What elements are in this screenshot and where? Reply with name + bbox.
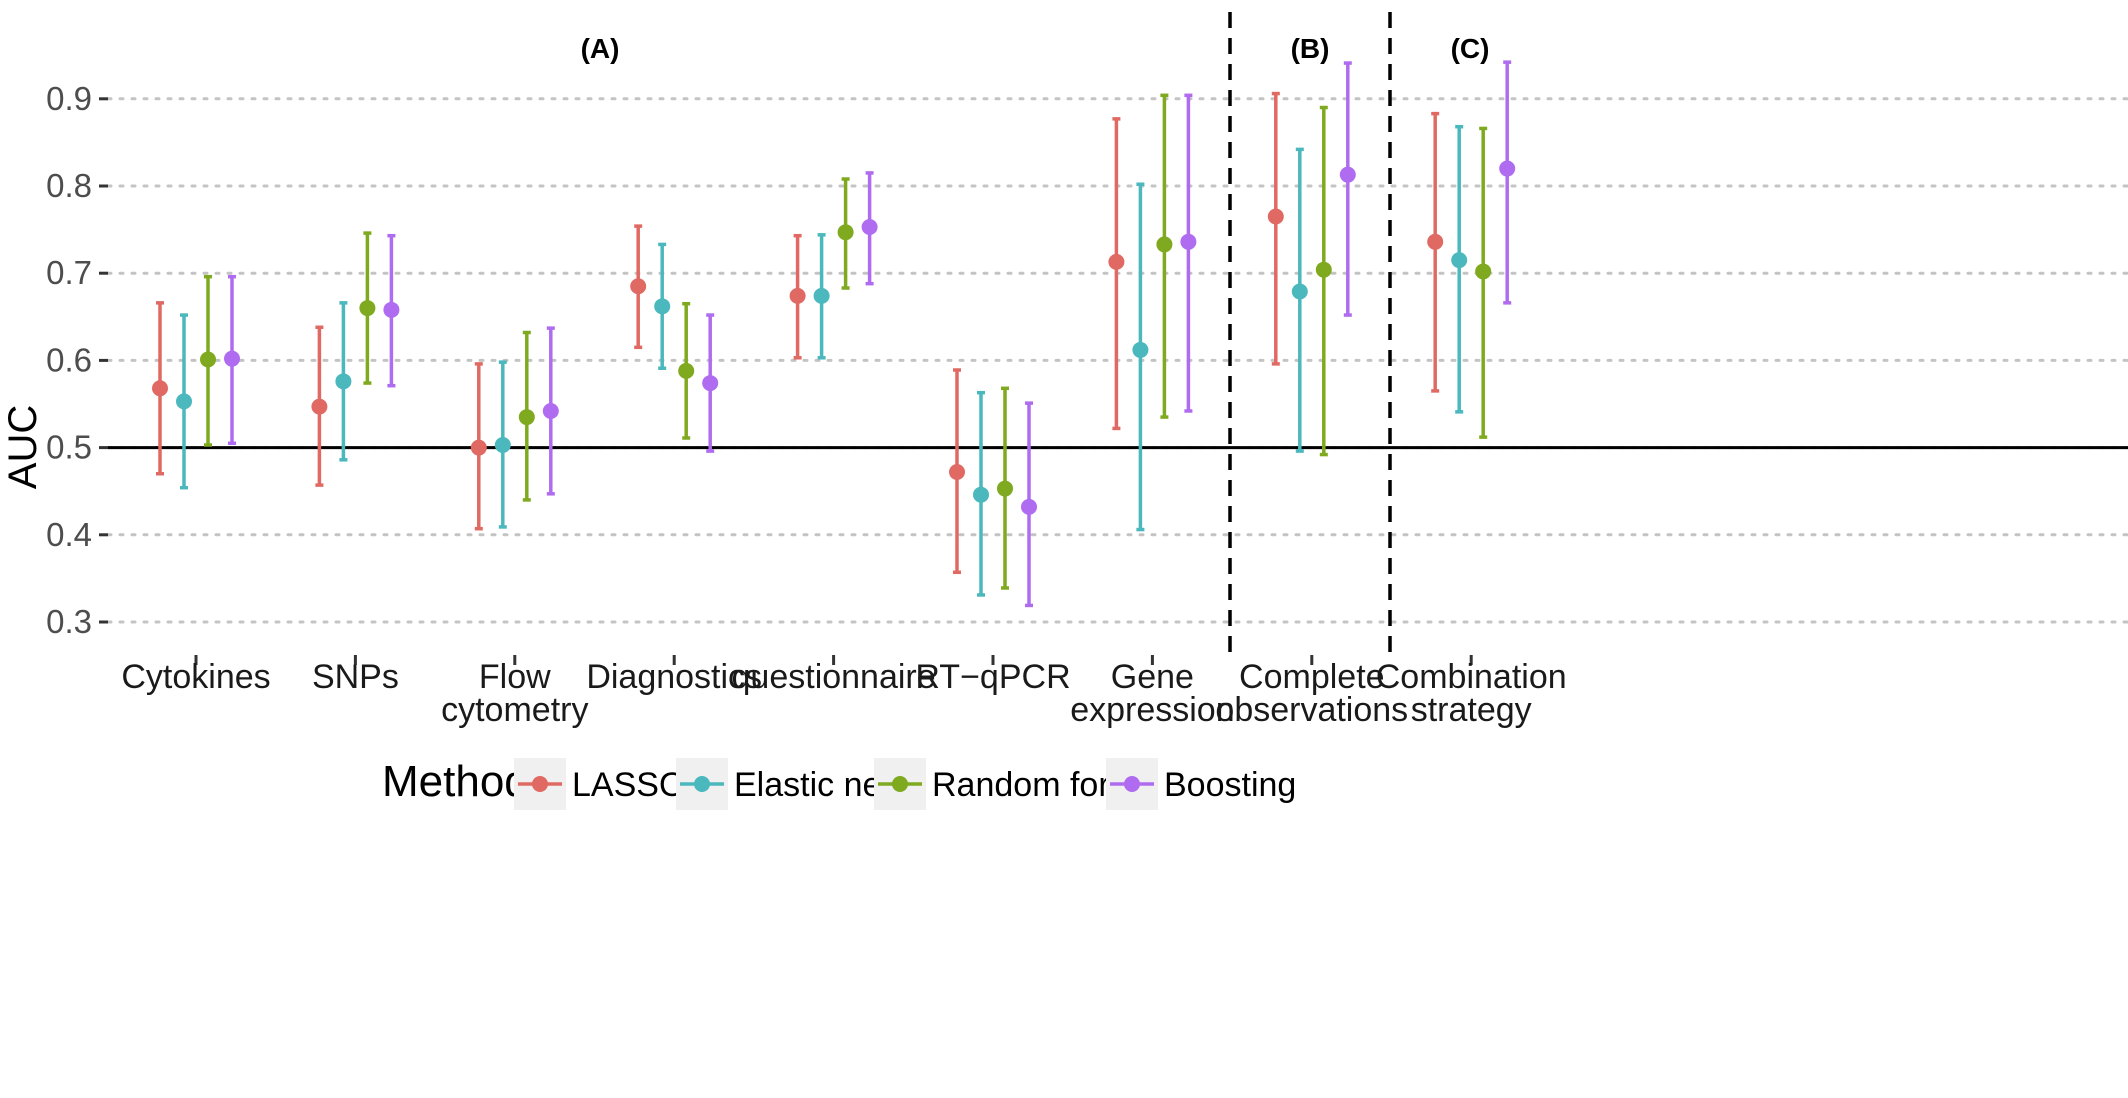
x-tick-label-6-1: expression — [1070, 691, 1234, 729]
panel-label-1: (B) — [1291, 33, 1330, 64]
point-1-3 — [654, 298, 671, 315]
series-3 — [224, 60, 1516, 608]
series-1 — [176, 124, 1468, 597]
x-tick-label-2-1: cytometry — [441, 691, 588, 729]
point-0-8 — [1427, 233, 1444, 250]
point-0-0 — [152, 380, 168, 397]
panel-dividers — [1228, 12, 1392, 655]
x-tick-label-8-1: strategy — [1411, 691, 1532, 729]
point-1-1 — [335, 373, 352, 390]
point-0-5 — [949, 464, 965, 481]
y-tick-label-4: 0.7 — [46, 254, 92, 291]
point-0-3 — [630, 278, 647, 295]
legend-label-1: Elastic net — [734, 766, 891, 804]
point-3-7 — [1339, 166, 1356, 183]
legend-label-3: Boosting — [1164, 766, 1296, 804]
point-2-7 — [1315, 261, 1332, 278]
y-tick-label-2: 0.5 — [46, 429, 92, 466]
point-3-5 — [1021, 498, 1037, 515]
point-3-4 — [861, 218, 878, 235]
point-1-2 — [494, 436, 511, 453]
legend-item-0: LASSO — [514, 758, 685, 810]
series-0 — [152, 91, 1444, 575]
legend-title: Method — [382, 757, 529, 806]
y-tick-label-6: 0.9 — [46, 80, 92, 117]
x-tick-label-3-0: Diagnostics — [586, 658, 762, 696]
legend-key-point-3 — [1124, 776, 1140, 792]
point-2-0 — [200, 351, 216, 368]
point-0-1 — [311, 398, 328, 415]
x-tick-label-1-0: SNPs — [312, 658, 399, 696]
point-1-8 — [1451, 252, 1468, 269]
legend-item-1: Elastic net — [676, 758, 891, 810]
x-tick-label-7-0: Complete — [1239, 658, 1385, 696]
point-2-2 — [518, 409, 535, 426]
x-tick-label-5-0: RT−qPCR — [915, 658, 1070, 696]
point-1-7 — [1291, 283, 1308, 300]
series-2 — [200, 93, 1492, 590]
y-tick-label-1: 0.4 — [46, 516, 92, 553]
point-1-4 — [813, 287, 830, 304]
point-1-0 — [176, 393, 192, 410]
y-tick-label-5: 0.8 — [46, 167, 92, 204]
y-axis-title: AUC — [1, 405, 45, 489]
point-2-3 — [678, 362, 695, 379]
legend-key-point-2 — [892, 776, 908, 792]
y-tick-label-0: 0.3 — [46, 603, 92, 640]
point-3-1 — [383, 301, 400, 318]
point-0-2 — [470, 439, 487, 456]
point-3-0 — [224, 350, 240, 367]
point-0-7 — [1267, 208, 1284, 225]
y-axis: 0.3 0.4 0.5 0.6 0.7 0.8 0.9 — [46, 80, 108, 640]
legend-key-point-1 — [694, 776, 710, 792]
point-0-4 — [789, 287, 806, 304]
x-tick-label-6-0: Gene — [1111, 658, 1194, 696]
panel-label-0: (A) — [581, 33, 620, 64]
x-axis: Cytokines SNPs FlowcytometryDiagnosticsque… — [121, 655, 1567, 729]
point-1-6 — [1132, 341, 1149, 358]
point-3-8 — [1499, 160, 1516, 177]
y-tick-label-3: 0.6 — [46, 341, 92, 378]
point-2-4 — [837, 224, 854, 241]
legend: Method LASSO Elastic net Random forest Boost… — [382, 757, 1296, 810]
legend-item-3: Boosting — [1106, 758, 1296, 810]
point-3-3 — [702, 375, 719, 392]
legend-label-0: LASSO — [572, 766, 685, 804]
point-2-8 — [1475, 263, 1492, 280]
point-3-2 — [542, 402, 559, 419]
x-tick-label-0-0: Cytokines — [121, 658, 270, 696]
point-2-1 — [359, 300, 376, 317]
point-2-6 — [1156, 236, 1173, 253]
point-3-6 — [1180, 233, 1197, 250]
x-tick-label-4-0: questionnaire — [732, 658, 936, 696]
legend-key-point-0 — [532, 776, 548, 792]
point-2-5 — [997, 480, 1013, 497]
panel-label-2: (C) — [1451, 33, 1490, 64]
error-bars-and-points — [152, 60, 1516, 608]
point-1-5 — [973, 486, 989, 503]
x-tick-label-8-0: Combination — [1376, 658, 1567, 696]
point-0-6 — [1108, 253, 1125, 270]
panel-labels: (A) (B) (C) — [581, 33, 1490, 64]
x-tick-label-2-0: Flow — [479, 658, 551, 696]
x-tick-label-7-1: observations — [1215, 691, 1408, 729]
